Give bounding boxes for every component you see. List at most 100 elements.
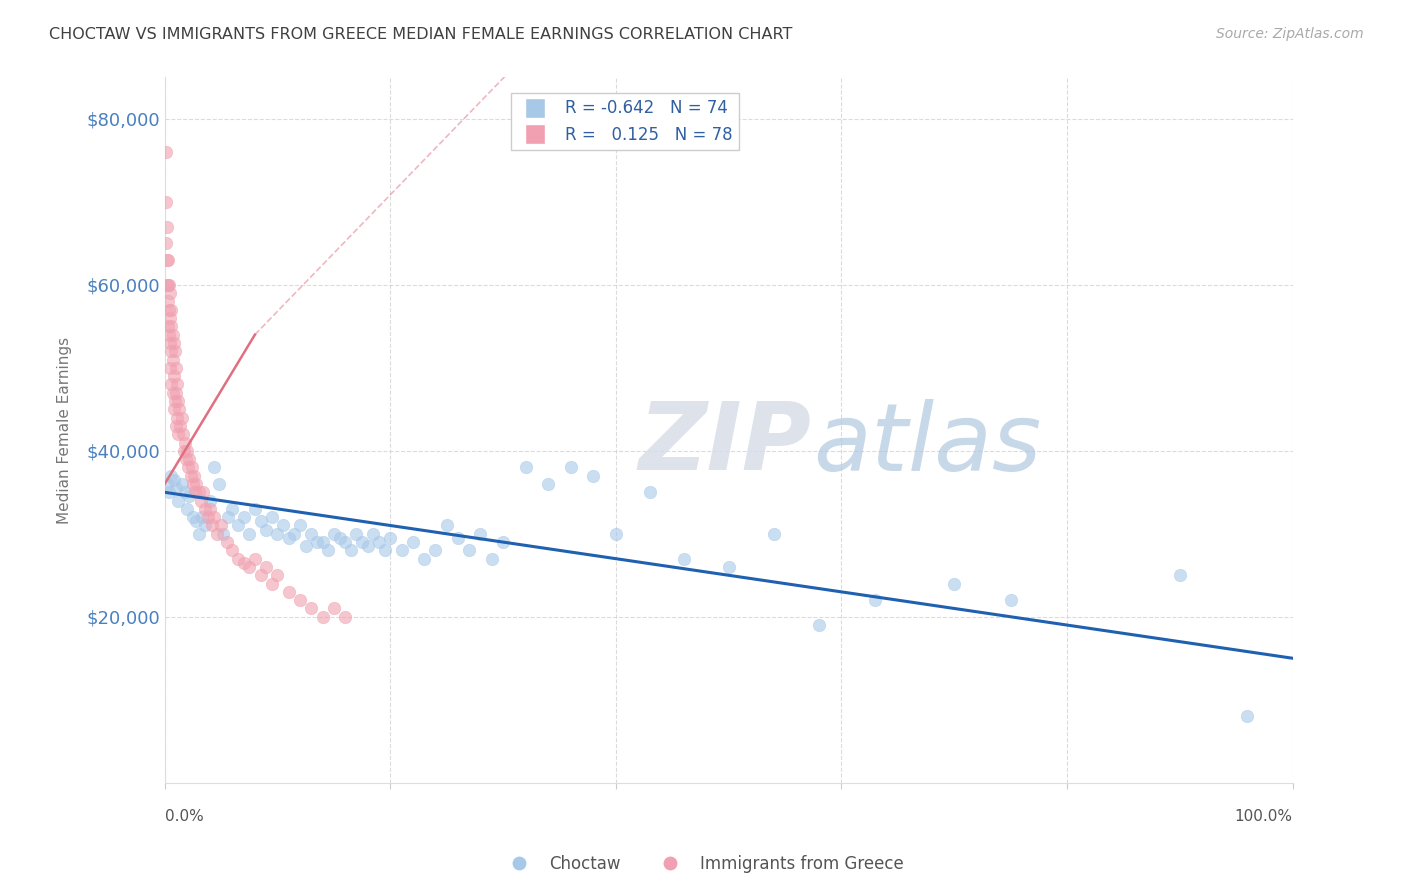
Point	[299, 601, 322, 615]
Point	[157, 327, 180, 342]
Point	[184, 485, 207, 500]
Point	[156, 277, 179, 292]
Point	[169, 418, 191, 433]
Point	[163, 335, 186, 350]
Point	[217, 510, 239, 524]
Point	[155, 145, 177, 160]
Point	[186, 514, 208, 528]
Point	[165, 385, 187, 400]
Point	[156, 252, 179, 267]
Point	[277, 531, 299, 545]
Point	[197, 510, 219, 524]
Point	[160, 319, 183, 334]
Point	[162, 352, 184, 367]
Point	[322, 601, 344, 615]
Text: ZIP: ZIP	[638, 398, 811, 491]
Point	[202, 510, 225, 524]
Point	[238, 526, 260, 541]
Point	[194, 518, 217, 533]
Point	[163, 473, 186, 487]
Point	[352, 535, 374, 549]
Point	[1168, 568, 1191, 582]
Point	[260, 576, 283, 591]
Point	[156, 477, 179, 491]
Point	[167, 394, 190, 409]
Point	[333, 535, 356, 549]
Point	[582, 468, 605, 483]
Text: 0.0%: 0.0%	[165, 810, 204, 824]
Point	[492, 535, 515, 549]
Point	[202, 460, 225, 475]
Point	[157, 302, 180, 317]
Point	[165, 481, 187, 495]
Point	[194, 502, 217, 516]
Point	[243, 502, 266, 516]
Point	[180, 468, 202, 483]
Point	[305, 535, 328, 549]
Point	[159, 311, 181, 326]
Point	[205, 526, 228, 541]
Point	[368, 535, 391, 549]
Point	[762, 526, 785, 541]
Point	[560, 460, 582, 475]
Point	[179, 452, 201, 467]
Point	[157, 277, 180, 292]
Point	[174, 485, 197, 500]
Point	[1236, 709, 1258, 723]
Point	[167, 427, 190, 442]
Point	[155, 236, 177, 251]
Point	[198, 502, 221, 516]
Point	[299, 526, 322, 541]
Point	[163, 402, 186, 417]
Point	[169, 402, 191, 417]
Point	[260, 510, 283, 524]
Point	[160, 468, 183, 483]
Point	[159, 335, 181, 350]
Point	[672, 551, 695, 566]
Text: 100.0%: 100.0%	[1234, 810, 1292, 824]
Point	[179, 490, 201, 504]
Point	[605, 526, 627, 541]
Point	[180, 460, 202, 475]
Point	[346, 526, 368, 541]
Point	[201, 518, 224, 533]
Point	[470, 526, 492, 541]
Point	[481, 551, 503, 566]
Point	[209, 518, 232, 533]
Point	[157, 485, 180, 500]
Point	[186, 477, 208, 491]
Point	[173, 443, 195, 458]
Point	[163, 394, 186, 409]
Point	[215, 535, 238, 549]
Point	[232, 510, 254, 524]
Point	[198, 493, 221, 508]
Point	[328, 531, 350, 545]
Point	[166, 410, 188, 425]
Point	[277, 585, 299, 599]
Point	[162, 385, 184, 400]
Point	[391, 543, 413, 558]
Point	[177, 460, 200, 475]
Point	[165, 360, 187, 375]
Point	[402, 535, 425, 549]
Point	[447, 531, 470, 545]
Point	[266, 526, 288, 541]
Point	[311, 609, 333, 624]
Point	[357, 539, 380, 553]
Point	[537, 477, 560, 491]
Point	[254, 523, 277, 537]
Point	[159, 360, 181, 375]
Point	[865, 593, 887, 607]
Text: atlas: atlas	[813, 399, 1042, 490]
Point	[183, 468, 205, 483]
Text: Source: ZipAtlas.com: Source: ZipAtlas.com	[1216, 27, 1364, 41]
Point	[249, 514, 271, 528]
Point	[159, 286, 181, 301]
Point	[160, 344, 183, 359]
Point	[316, 543, 339, 558]
Point	[943, 576, 966, 591]
Point	[155, 194, 177, 209]
Point	[160, 302, 183, 317]
Point	[174, 435, 197, 450]
Point	[283, 526, 305, 541]
